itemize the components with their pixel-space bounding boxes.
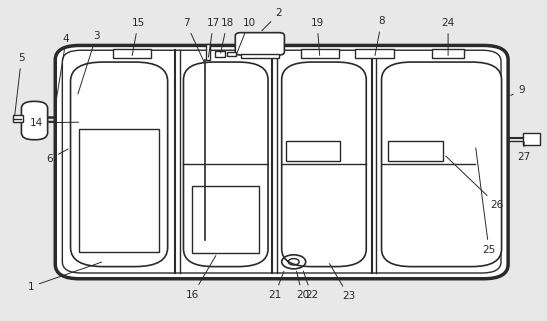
Text: 27: 27 [517, 142, 530, 162]
FancyBboxPatch shape [381, 62, 502, 267]
Bar [388, 141, 443, 160]
FancyBboxPatch shape [21, 101, 48, 140]
Bar [301, 49, 339, 58]
Text: 9: 9 [511, 85, 525, 95]
Text: 18: 18 [220, 18, 234, 53]
Text: 15: 15 [132, 18, 145, 56]
Bar [432, 49, 464, 58]
FancyBboxPatch shape [183, 62, 268, 267]
Bar [241, 54, 279, 58]
Text: 7: 7 [183, 18, 204, 62]
Text: 23: 23 [329, 264, 356, 301]
Text: 26: 26 [446, 156, 504, 210]
Bar [356, 49, 393, 58]
Text: 20: 20 [296, 271, 309, 300]
Bar [227, 52, 236, 56]
Text: 21: 21 [268, 271, 284, 300]
Text: 3: 3 [78, 31, 100, 94]
Bar [286, 141, 340, 160]
Bar [214, 51, 225, 57]
Bar [13, 115, 22, 122]
FancyBboxPatch shape [55, 46, 508, 279]
Text: 25: 25 [476, 148, 496, 255]
Text: 6: 6 [46, 149, 68, 164]
Text: 4: 4 [56, 34, 69, 103]
Bar [523, 133, 540, 145]
Text: 8: 8 [375, 16, 385, 56]
Text: 5: 5 [15, 53, 25, 116]
Bar [206, 44, 210, 60]
Text: 19: 19 [311, 18, 324, 56]
Text: 22: 22 [304, 271, 318, 300]
Bar [79, 128, 159, 252]
Text: 17: 17 [207, 18, 220, 57]
FancyBboxPatch shape [235, 33, 284, 55]
Text: 10: 10 [237, 18, 255, 53]
Bar [191, 186, 259, 253]
Bar [113, 49, 151, 58]
Text: 14: 14 [30, 118, 79, 128]
Text: 24: 24 [441, 18, 455, 56]
FancyBboxPatch shape [282, 62, 366, 267]
Text: 16: 16 [186, 256, 216, 300]
FancyBboxPatch shape [71, 62, 167, 267]
Text: 2: 2 [262, 8, 282, 31]
Text: 1: 1 [27, 262, 102, 292]
